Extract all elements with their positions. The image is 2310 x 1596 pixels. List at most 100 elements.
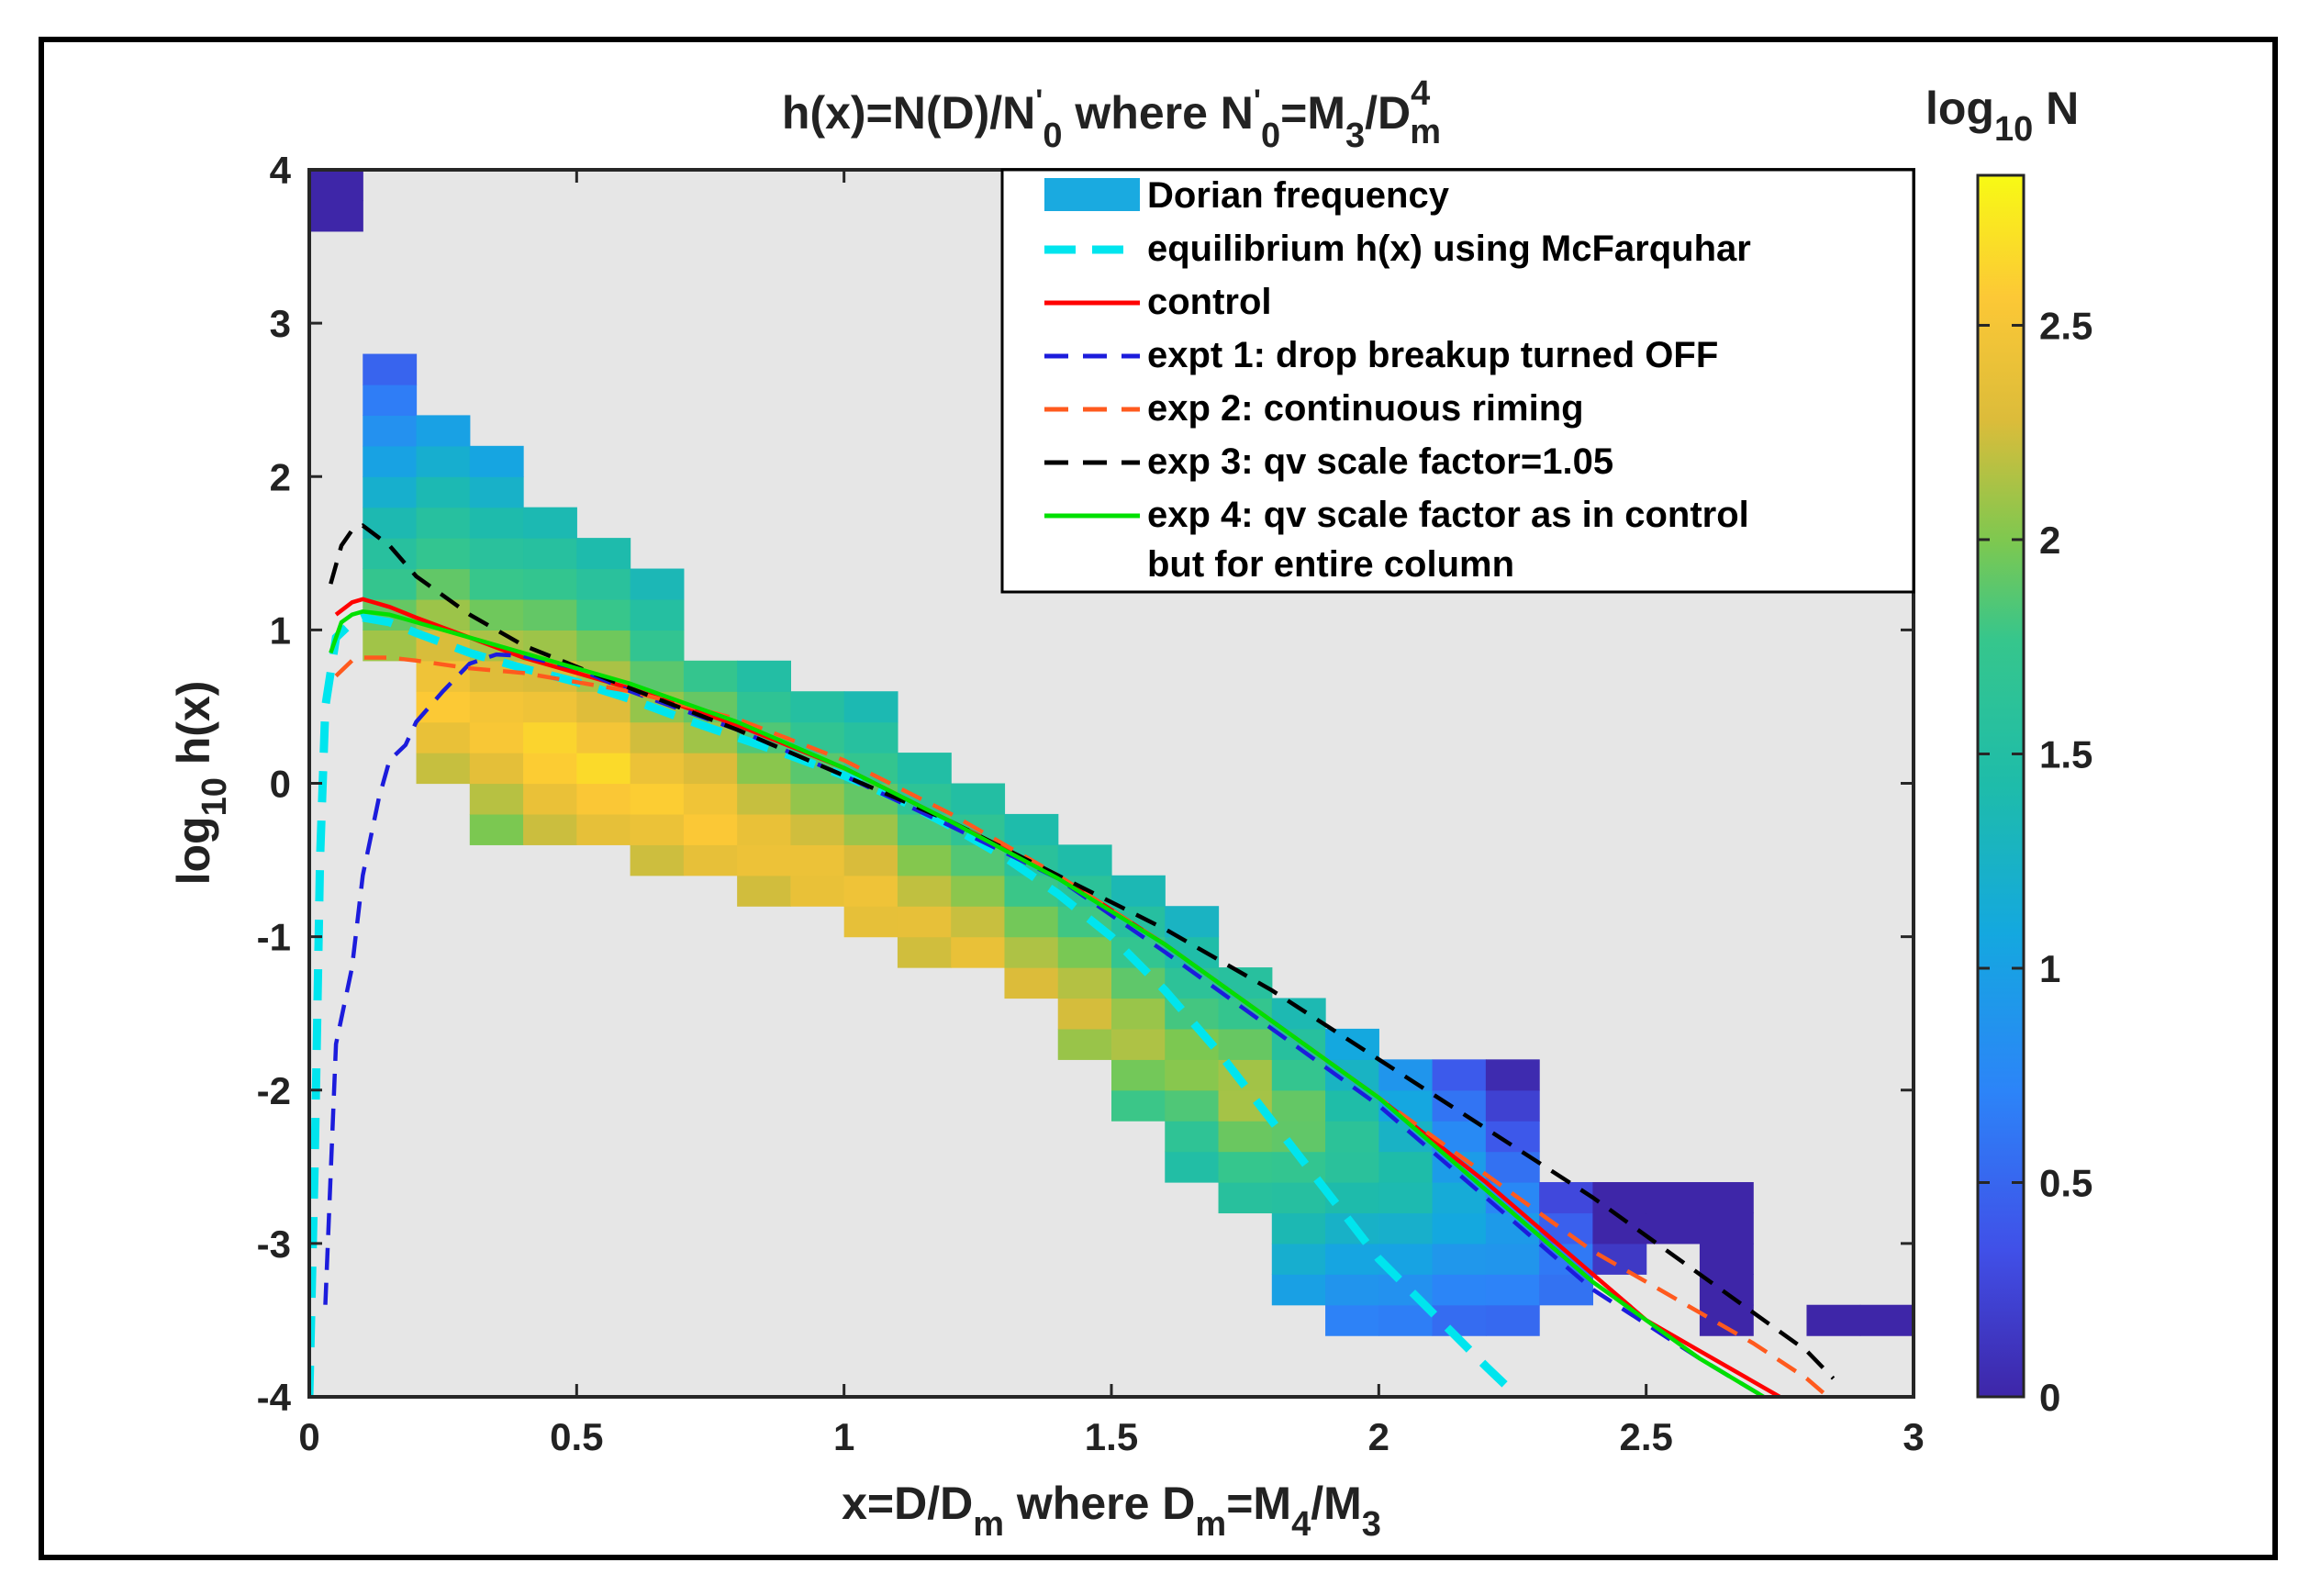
- y-tick-label: -3: [257, 1222, 291, 1266]
- heatmap-cell: [630, 630, 685, 662]
- heatmap-cell: [630, 568, 685, 600]
- heatmap-cell: [363, 538, 418, 570]
- heatmap-cell: [951, 844, 1006, 876]
- heatmap-cell: [523, 598, 577, 631]
- legend-label-2: expt 1: drop breakup turned OFF: [1147, 335, 1718, 375]
- y-tick-label: -4: [257, 1376, 292, 1419]
- legend-swatch-heatmap: [1044, 178, 1140, 211]
- heatmap-cell: [683, 660, 738, 692]
- series-line-0: [309, 613, 1521, 1397]
- heatmap-cell: [416, 538, 471, 570]
- heatmap-cell: [1432, 1182, 1487, 1214]
- y-tick-label: -2: [257, 1069, 291, 1112]
- heatmap-cell: [1271, 998, 1326, 1030]
- heatmap-cell: [1378, 1212, 1434, 1244]
- heatmap-cell: [630, 598, 685, 631]
- heatmap-cell: [1325, 1274, 1379, 1306]
- heatmap-cell: [1004, 936, 1059, 968]
- legend-label-heatmap: Dorian frequency: [1147, 175, 1450, 216]
- heatmap-cell: [683, 783, 738, 815]
- heatmap-cell: [951, 783, 1006, 815]
- x-tick-label: 1: [833, 1415, 854, 1458]
- heatmap-cell: [1378, 1304, 1434, 1336]
- heatmap-cell: [897, 936, 952, 968]
- heatmap-cell: [469, 445, 524, 477]
- heatmap-cell: [1592, 1243, 1647, 1275]
- heatmap-cell: [683, 813, 738, 845]
- heatmap-cell: [1271, 1212, 1326, 1244]
- heatmap-cell: [1325, 1151, 1379, 1183]
- heatmap-cell: [630, 844, 685, 876]
- heatmap-cell: [576, 783, 631, 815]
- heatmap-cell: [1271, 1059, 1326, 1091]
- heatmap-cell: [1378, 1151, 1434, 1183]
- heatmap-cell: [843, 691, 898, 723]
- x-tick-label: 1.5: [1085, 1415, 1138, 1458]
- heatmap-cell: [363, 384, 418, 416]
- x-tick-label: 3: [1903, 1415, 1924, 1458]
- heatmap-cell: [416, 691, 471, 723]
- heatmap-cell: [1699, 1243, 1754, 1275]
- y-tick-label: 3: [270, 302, 291, 345]
- heatmap-cell: [576, 538, 631, 570]
- heatmap-cell: [843, 906, 898, 938]
- heatmap-cell: [469, 476, 524, 508]
- heatmap-cell: [1004, 813, 1059, 845]
- heatmap-cell: [416, 753, 471, 785]
- heatmap-cell: [1165, 1089, 1220, 1122]
- heatmap-cell: [951, 936, 1006, 968]
- x-axis-label: x=D/Dm where Dm=M4/M3: [842, 1478, 1381, 1544]
- heatmap-cell: [469, 691, 524, 723]
- heatmap-cell: [790, 783, 845, 815]
- heatmap-cell: [1699, 1304, 1754, 1336]
- heatmap-cell: [1699, 1182, 1754, 1214]
- y-tick-label: 4: [270, 149, 292, 192]
- heatmap-cell: [1057, 844, 1112, 876]
- y-tick-label: 1: [270, 608, 291, 652]
- heatmap-cell: [309, 170, 363, 202]
- heatmap-cell: [576, 568, 631, 600]
- heatmap-cell: [737, 783, 791, 815]
- heatmap-cell: [363, 568, 418, 600]
- heatmap-cell: [469, 507, 524, 539]
- x-tick-label: 0.5: [550, 1415, 603, 1458]
- heatmap-cell: [737, 691, 791, 723]
- heatmap-cell: [309, 200, 363, 232]
- heatmap-cell: [1485, 1243, 1540, 1275]
- heatmap-cell: [523, 507, 577, 539]
- heatmap-cell: [630, 753, 685, 785]
- heatmap-cell: [843, 875, 898, 907]
- heatmap-cell: [1432, 1304, 1487, 1336]
- legend-label-3: exp 2: continuous riming: [1147, 388, 1584, 429]
- heatmap-cell: [469, 783, 524, 815]
- heatmap-cell: [576, 813, 631, 845]
- colorbar-tick-label: 2.5: [2039, 304, 2092, 347]
- heatmap-cell: [469, 568, 524, 600]
- heatmap: [309, 170, 1914, 1336]
- heatmap-cell: [363, 353, 418, 385]
- heatmap-cell: [1271, 1121, 1326, 1153]
- heatmap-cell: [1218, 967, 1273, 999]
- chart-title: h(x)=N(D)/N'0 where N'0=M3/D4 m: [782, 74, 1441, 155]
- heatmap-cell: [1218, 1121, 1273, 1153]
- heatmap-cell: [1057, 967, 1112, 999]
- heatmap-cell: [843, 844, 898, 876]
- heatmap-cell: [416, 721, 471, 753]
- heatmap-cell: [1111, 1028, 1166, 1060]
- heatmap-cell: [523, 721, 577, 753]
- heatmap-cell: [843, 813, 898, 845]
- heatmap-cell: [1699, 1212, 1754, 1244]
- heatmap-cell: [951, 906, 1006, 938]
- heatmap-cell: [523, 691, 577, 723]
- heatmap-cell: [1271, 1243, 1326, 1275]
- heatmap-cell: [1378, 1182, 1434, 1214]
- legend: Dorian frequency equilibrium h(x) using …: [1000, 168, 1915, 594]
- heatmap-cell: [1271, 1089, 1326, 1122]
- heatmap-cell: [416, 476, 471, 508]
- heatmap-cell: [1539, 1274, 1593, 1306]
- colorbar-tick-label: 0.5: [2039, 1161, 2092, 1204]
- heatmap-cell: [1111, 967, 1166, 999]
- heatmap-cell: [576, 598, 631, 631]
- heatmap-cell: [523, 568, 577, 600]
